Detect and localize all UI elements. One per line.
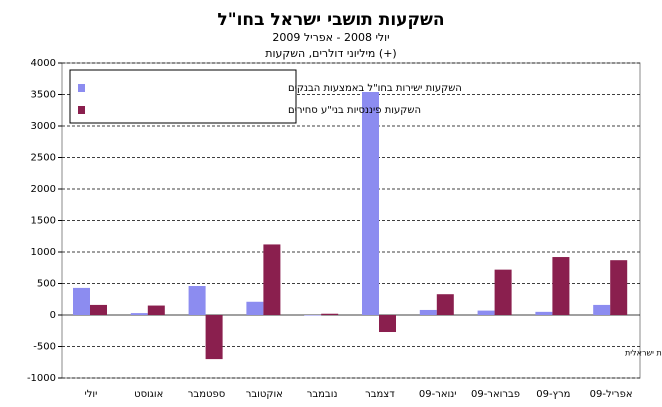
annotation: דצמבר כולל רכישה גדולה שבוצעה ע"י חברת ת… xyxy=(625,349,662,358)
x-tick-label: ספטמבר xyxy=(188,389,225,400)
bar xyxy=(552,257,570,315)
bar xyxy=(263,244,281,315)
bar xyxy=(205,315,223,360)
x-tick-label: אוגוסט xyxy=(134,389,163,400)
y-tick-label: -1000 xyxy=(27,373,56,384)
bar xyxy=(147,305,165,315)
bar xyxy=(436,294,454,315)
x-tick-label: מרץ-09 xyxy=(536,389,570,400)
x-tick-label: דצמבר xyxy=(365,389,395,400)
x-tick-label: נובמבר xyxy=(307,389,338,400)
x-tick-label: אפריל-09 xyxy=(590,389,633,400)
legend-swatch xyxy=(78,106,85,114)
y-tick-label: 1500 xyxy=(31,216,56,227)
bar xyxy=(535,311,553,315)
bar xyxy=(362,91,379,315)
y-tick-label: 500 xyxy=(37,279,56,290)
bar xyxy=(304,315,322,316)
chart-units: מיליוני דולרים, השקעות (+) xyxy=(265,47,396,60)
y-tick-label: 3500 xyxy=(31,90,56,101)
bar xyxy=(477,310,495,315)
y-tick-label: 1000 xyxy=(31,247,56,258)
y-tick-label: 3000 xyxy=(31,121,56,132)
bar xyxy=(188,286,206,315)
x-tick-label: אוקטובר xyxy=(246,389,283,400)
x-tick-label: ינואר-09 xyxy=(419,389,457,400)
chart-title: השקעות תושבי ישראל בחו"ל xyxy=(217,10,444,30)
bar xyxy=(419,309,437,315)
legend-swatch xyxy=(78,84,85,92)
bar xyxy=(246,301,264,315)
bar xyxy=(90,304,107,315)
x-tick-label: פברואר-09 xyxy=(471,389,520,400)
y-tick-label: 4000 xyxy=(31,58,56,69)
legend: השקעות ישירות בחו"ל באמצעות הבנקים השקעות… xyxy=(69,69,462,124)
bar xyxy=(494,269,512,315)
x-tick-label: יולי xyxy=(84,389,97,400)
legend-label: השקעות פיננסיות בני"ע סחירים xyxy=(288,105,421,116)
y-tick-label: 2000 xyxy=(31,184,56,195)
bar xyxy=(610,260,628,315)
y-tick-label: 2500 xyxy=(31,153,56,164)
bar xyxy=(130,313,148,315)
bar xyxy=(73,287,90,315)
legend-box xyxy=(69,69,297,124)
bar xyxy=(593,304,611,315)
y-tick-label: 0 xyxy=(50,310,56,321)
y-tick-label: -500 xyxy=(33,342,56,353)
bar xyxy=(321,313,339,315)
chart-subtitle: יולי 2008 - אפריל 2009 xyxy=(272,31,389,44)
bar xyxy=(379,315,396,333)
legend-label: השקעות ישירות בחו"ל באמצעות הבנקים xyxy=(288,83,462,94)
